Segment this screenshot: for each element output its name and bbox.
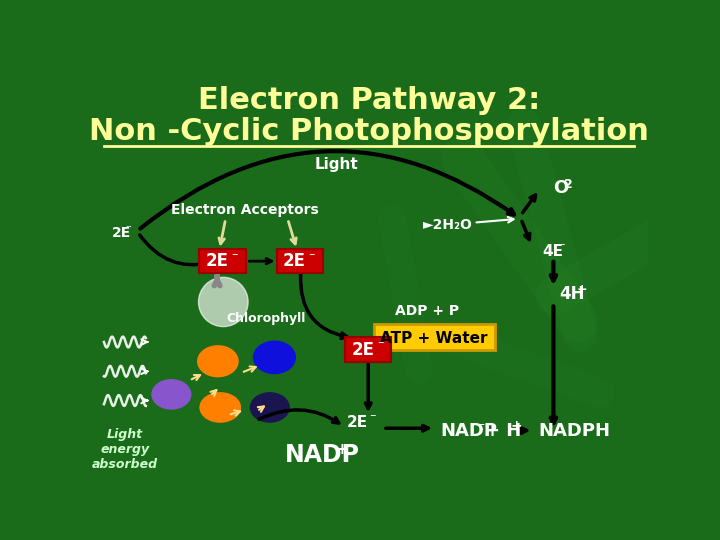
Text: 4E: 4E [542,244,563,259]
Ellipse shape [253,341,295,374]
FancyBboxPatch shape [345,338,392,362]
Text: Light
energy
absorbed: Light energy absorbed [92,428,158,471]
Text: + H: + H [485,422,521,440]
Text: 2E: 2E [206,252,229,270]
Text: ⁻: ⁻ [477,420,485,434]
Text: 2E: 2E [112,226,131,240]
Text: ⁻: ⁻ [558,241,564,254]
Text: Electron Acceptors: Electron Acceptors [171,202,319,217]
Ellipse shape [200,393,240,422]
Text: +: + [336,442,348,457]
Ellipse shape [251,393,289,422]
Text: NADP: NADP [441,422,498,440]
Text: 2E: 2E [351,341,374,359]
Text: NADPH: NADPH [538,422,610,440]
Text: ⁻: ⁻ [309,251,315,264]
FancyBboxPatch shape [199,249,246,273]
Text: 2E: 2E [283,252,306,270]
Text: Light: Light [315,157,359,172]
Text: ATP + Water: ATP + Water [380,330,488,346]
Text: 2E: 2E [347,415,368,430]
Text: Non -Cyclic Photophosporylation: Non -Cyclic Photophosporylation [89,117,649,146]
FancyBboxPatch shape [374,323,495,350]
Text: ►2H₂O: ►2H₂O [423,218,473,232]
Text: Chlorophyll: Chlorophyll [226,313,305,326]
Ellipse shape [152,380,191,409]
Circle shape [199,278,248,327]
Text: +: + [577,283,588,296]
Text: 4H: 4H [559,285,585,303]
Text: ⁻: ⁻ [231,251,238,264]
Text: NADP: NADP [285,443,360,467]
Text: ⁻: ⁻ [126,224,132,234]
Text: O: O [553,179,568,197]
Text: +: + [510,419,523,433]
Text: 2: 2 [564,178,573,191]
Ellipse shape [198,346,238,377]
Text: ADP + P: ADP + P [395,304,459,318]
Text: ⁻: ⁻ [377,339,383,353]
FancyBboxPatch shape [276,249,323,273]
Text: ⁻: ⁻ [369,411,376,425]
Text: Electron Pathway 2:: Electron Pathway 2: [198,86,540,116]
